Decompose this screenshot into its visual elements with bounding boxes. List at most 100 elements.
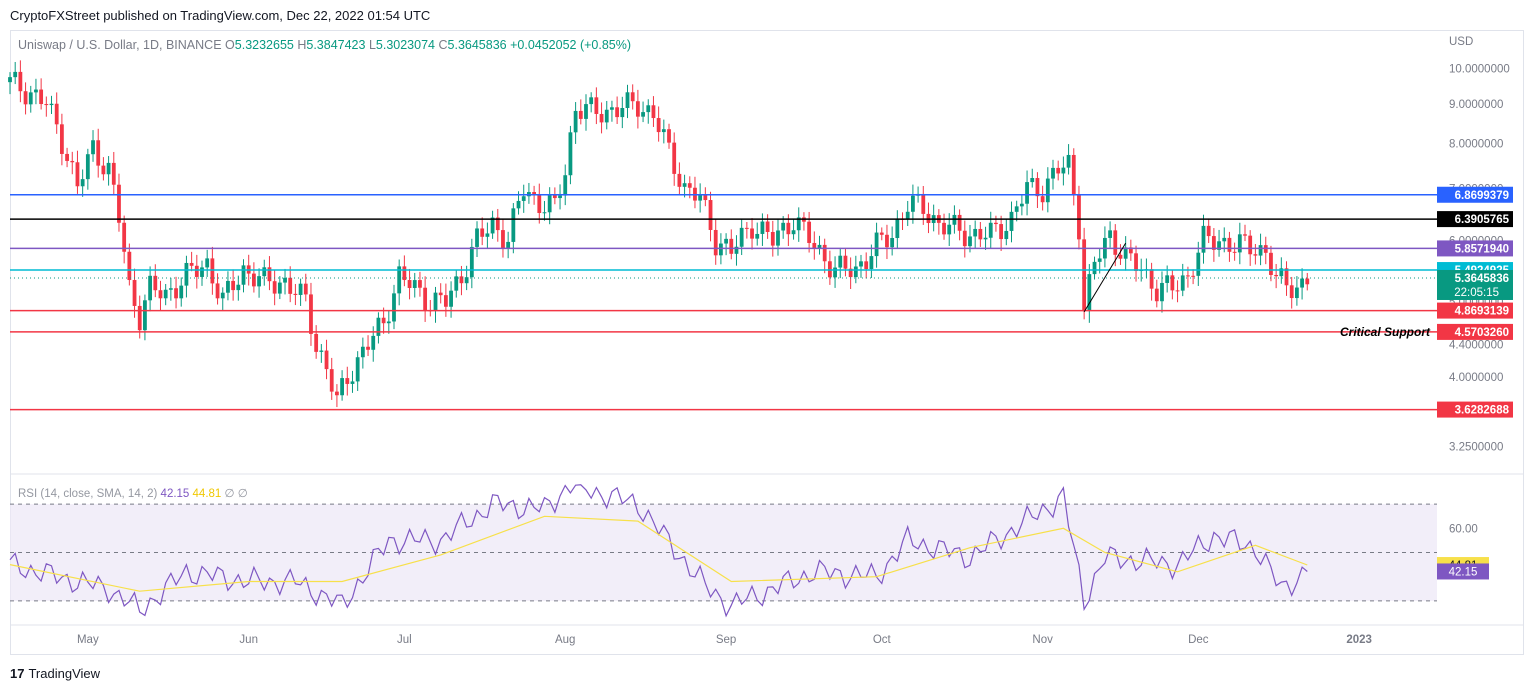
candle-body (667, 129, 671, 143)
candle-body (750, 228, 754, 239)
candle-body (1045, 178, 1050, 203)
time-axis-label: Dec (1188, 634, 1209, 646)
candle-body (994, 222, 998, 225)
rsi-legend: RSI (14, close, SMA, 14, 2) 42.15 44.81 … (18, 486, 248, 500)
candle-body (838, 255, 843, 268)
candle-body (54, 103, 59, 125)
candle-body (646, 105, 651, 113)
candle-body (885, 234, 889, 248)
price-tick-label: 4.0000000 (1449, 372, 1503, 384)
candle-body (635, 101, 640, 117)
time-axis-label: Aug (555, 634, 575, 646)
candle-body (443, 295, 448, 307)
open-label: O (225, 38, 235, 52)
candle-body (573, 110, 578, 133)
tradingview-brand: TradingView (28, 666, 101, 681)
rsi-title[interactable]: RSI (14, close, SMA, 14, 2) (18, 488, 158, 500)
candle-body (1082, 239, 1087, 312)
candle-body (599, 113, 604, 123)
candle-body (843, 255, 848, 269)
candle-body (251, 273, 256, 287)
candle-body (552, 195, 557, 199)
symbol-name[interactable]: Uniswap / U.S. Dollar, 1D, BINANCE (18, 38, 222, 52)
time-axis-label: Jul (397, 634, 412, 646)
candle-body (1222, 237, 1227, 242)
trend-line (1083, 242, 1127, 313)
candle-body (366, 346, 370, 350)
candle-body (475, 228, 479, 247)
candle-body (822, 244, 827, 262)
candle-body (360, 346, 365, 358)
candle-body (335, 391, 339, 396)
candle-body (75, 162, 80, 187)
candle-body (1009, 211, 1014, 231)
candle-body (1206, 225, 1211, 237)
candle-body (1274, 274, 1279, 277)
footer-brand[interactable]: 17 TradingView (10, 666, 100, 681)
candle-body (755, 233, 760, 239)
candle-body (117, 184, 121, 223)
level-label-bg (1437, 323, 1513, 340)
candle-body (324, 350, 329, 370)
candle-body (506, 241, 511, 249)
high-value: 5.3847423 (306, 38, 366, 52)
rsi-extra: ∅ ∅ (224, 488, 248, 500)
candle-body (1227, 237, 1232, 252)
currency-label[interactable]: USD (1449, 36, 1474, 48)
candle-body (485, 233, 490, 237)
candle-body (184, 262, 189, 286)
candle-body (288, 277, 293, 294)
candle-body (879, 232, 884, 235)
candle-body (215, 283, 220, 299)
candle-body (864, 261, 869, 270)
rsi-badge-label: 42.15 (1449, 566, 1478, 578)
candle-body (1248, 235, 1253, 255)
candle-body (905, 211, 910, 220)
candle-body (724, 238, 728, 244)
candle-body (1284, 268, 1289, 286)
candle-body (111, 162, 116, 185)
level-label: 4.8693139 (1455, 306, 1509, 318)
candle-body (1269, 252, 1273, 275)
candle-body (1196, 252, 1201, 276)
candle-body (988, 222, 993, 238)
candle-body (376, 317, 381, 336)
candle-body (807, 221, 812, 243)
candle-body (13, 71, 18, 78)
candle-body (532, 192, 536, 195)
candle-body (438, 292, 443, 296)
candle-body (49, 103, 54, 106)
candle-body (739, 227, 744, 247)
candle-body (713, 229, 718, 256)
candle-body (262, 267, 267, 277)
candle-body (719, 243, 723, 256)
candle-body (983, 237, 988, 240)
candle-body (584, 104, 588, 119)
candle-body (610, 107, 614, 110)
time-axis-label: Nov (1032, 634, 1053, 646)
candle-body (869, 256, 874, 270)
candle-body (563, 175, 568, 196)
candle-body (1170, 275, 1175, 291)
candle-body (85, 154, 90, 180)
time-axis-label: Jun (239, 634, 258, 646)
candle-body (542, 212, 547, 214)
candle-body (205, 258, 210, 268)
level-label-bg (1437, 302, 1513, 319)
candle-body (433, 292, 438, 311)
candle-body (174, 288, 178, 299)
candle-body (641, 112, 645, 117)
candle-body (28, 92, 33, 105)
candle-body (1237, 234, 1242, 253)
candle-body (1108, 230, 1112, 238)
candle-body (734, 246, 739, 254)
candle-body (1051, 167, 1055, 179)
high-label: H (297, 38, 307, 52)
candle-body (1061, 167, 1066, 174)
candle-body (786, 222, 791, 235)
candle-body (329, 369, 334, 392)
candle-body (833, 267, 837, 278)
candle-body (148, 275, 153, 301)
candle-body (1118, 254, 1123, 259)
